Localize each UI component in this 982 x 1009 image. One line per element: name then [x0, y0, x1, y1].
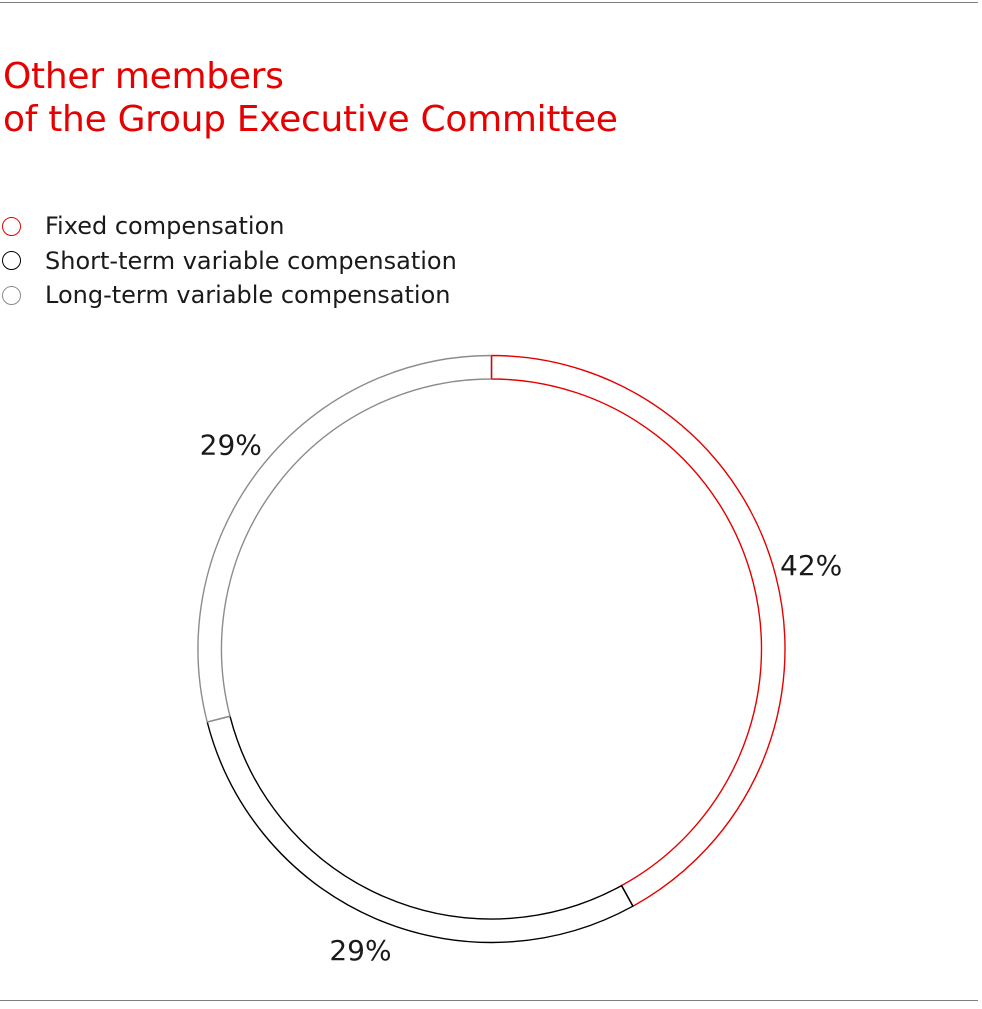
legend-marker-long-term — [2, 285, 21, 305]
data-label-short-term: 29% — [329, 934, 391, 967]
legend-item-fixed: Fixed compensation — [2, 209, 457, 244]
legend-item-long-term: Long-term variable compensation — [2, 278, 457, 313]
data-label-long-term: 29% — [200, 429, 262, 462]
chart-title-line-1: Other members — [3, 56, 284, 97]
top-rule — [0, 2, 978, 3]
legend-label-short-term: Short-term variable compensation — [45, 246, 457, 275]
bottom-rule — [0, 1000, 978, 1001]
ring-segment-short-term — [206, 715, 634, 944]
segment-divider-long-term — [207, 715, 231, 723]
segment-divider-short-term — [620, 885, 634, 907]
legend-item-short-term: Short-term variable compensation — [2, 244, 457, 279]
legend-marker-fixed — [2, 216, 21, 236]
data-label-fixed: 42% — [780, 549, 842, 582]
chart-title-line-2: of the Group Executive Committee — [3, 99, 618, 140]
ring-segment-long-term — [197, 354, 493, 723]
legend-label-fixed: Fixed compensation — [45, 212, 285, 241]
chart-legend: Fixed compensation Short-term variable c… — [2, 209, 457, 313]
chart-title: Other members of the Group Executive Com… — [3, 55, 618, 141]
legend-marker-short-term — [2, 251, 21, 271]
legend-label-long-term: Long-term variable compensation — [45, 281, 451, 310]
ring-segment-fixed — [490, 354, 786, 908]
